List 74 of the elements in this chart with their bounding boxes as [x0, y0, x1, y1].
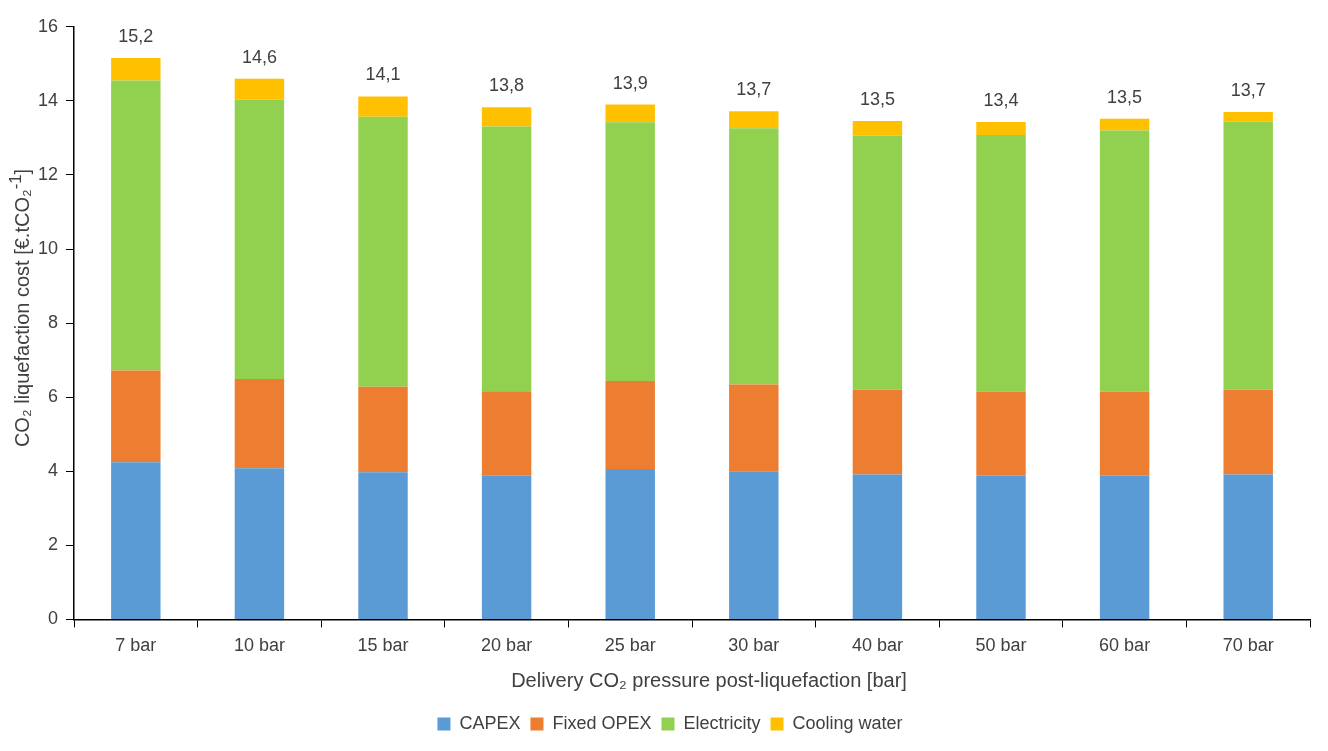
bar: [605, 380, 655, 470]
y-tick-label: 12: [37, 163, 59, 184]
total-label: 13,5: [1107, 86, 1143, 107]
total-label: 13,8: [489, 75, 525, 96]
total-label: 13,4: [983, 89, 1019, 110]
y-tick-label: 6: [48, 386, 59, 407]
bar: [1223, 474, 1273, 619]
bar: [976, 475, 1026, 619]
y-tick-label: 4: [48, 460, 59, 481]
bar: [852, 135, 903, 390]
bar: [234, 78, 285, 100]
bar: [481, 391, 532, 476]
total-label: 13,5: [859, 88, 895, 109]
y-tick-label: 2: [48, 534, 59, 555]
bar: [358, 96, 408, 117]
y-tick-label: 16: [37, 15, 59, 36]
x-tick-label: 25 bar: [604, 635, 656, 656]
x-tick-label: 7 bar: [115, 635, 157, 656]
y-tick-label: 8: [48, 312, 59, 333]
bar: [976, 391, 1026, 476]
bar: [111, 57, 161, 81]
bar: [111, 462, 161, 619]
bar: [605, 104, 655, 123]
bar: [234, 99, 285, 380]
bar: [852, 389, 903, 475]
bar: [1099, 391, 1150, 476]
legend-label: CAPEX: [459, 712, 521, 733]
total-label: 14,6: [241, 46, 277, 67]
bar: [852, 474, 903, 619]
bar: [358, 116, 408, 387]
bar: [729, 111, 779, 129]
bar: [1223, 389, 1273, 475]
x-tick-label: 60 bar: [1099, 635, 1151, 656]
total-label: 13,9: [612, 72, 648, 93]
legend-label: Electricity: [683, 712, 761, 733]
y-tick-label: 10: [37, 237, 59, 258]
bar: [481, 475, 532, 619]
bar: [729, 384, 779, 472]
bar: [1099, 130, 1150, 392]
bar: [1223, 121, 1273, 390]
y-tick-label: 0: [48, 608, 59, 629]
total-label: 13,7: [1230, 79, 1266, 100]
bar: [1223, 111, 1273, 122]
bar: [1099, 475, 1150, 619]
x-tick-label: 20 bar: [481, 635, 533, 656]
bar: [852, 120, 903, 136]
x-tick-label: 70 bar: [1222, 635, 1274, 656]
total-label: 13,7: [736, 79, 772, 100]
bar: [976, 121, 1026, 135]
x-axis-title: Delivery CO₂ pressure post-liquefaction [bar]: [510, 669, 908, 692]
bar: [605, 469, 655, 619]
total-label: 14,1: [365, 64, 401, 85]
legend-label: Cooling water: [792, 712, 903, 733]
bar: [605, 122, 655, 381]
y-tick-label: 14: [37, 89, 59, 110]
bar: [976, 134, 1026, 392]
bar: [358, 472, 408, 619]
bar: [729, 128, 779, 385]
x-tick-label: 40 bar: [851, 635, 903, 656]
x-tick-label: 50 bar: [975, 635, 1027, 656]
bar: [111, 80, 161, 371]
total-label: 15,2: [118, 25, 154, 46]
bar: [481, 126, 532, 392]
bar: [111, 370, 161, 463]
bar: [1099, 118, 1150, 131]
bar: [729, 471, 779, 619]
x-tick-label: 10 bar: [233, 635, 285, 656]
bar: [358, 386, 408, 473]
bar: [481, 107, 532, 127]
bar: [234, 379, 285, 469]
x-tick-label: 30 bar: [728, 635, 780, 656]
legend-label: Fixed OPEX: [552, 712, 652, 733]
x-tick-label: 15 bar: [357, 635, 409, 656]
bar: [234, 468, 285, 619]
